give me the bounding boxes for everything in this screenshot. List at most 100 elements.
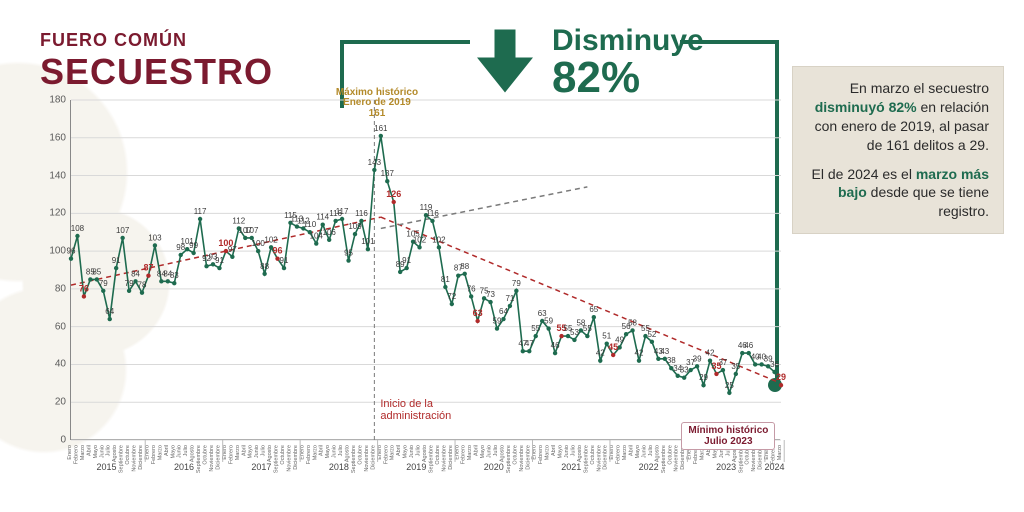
svg-text:Diciembre: Diciembre (448, 445, 454, 470)
y-tick-label: 160 (49, 132, 66, 143)
svg-text:42: 42 (635, 349, 644, 358)
svg-text:91: 91 (280, 256, 289, 265)
svg-text:117: 117 (336, 207, 349, 216)
svg-text:2020: 2020 (484, 462, 504, 472)
svg-text:Enero: Enero (67, 445, 73, 460)
svg-text:Febrero: Febrero (151, 445, 157, 464)
svg-text:Octubre: Octubre (280, 445, 286, 465)
svg-text:Noviembre: Noviembre (364, 445, 370, 472)
svg-text:85: 85 (92, 267, 101, 276)
svg-text:102: 102 (413, 235, 427, 244)
y-tick-label: 80 (55, 283, 66, 294)
svg-text:96: 96 (273, 246, 283, 256)
svg-text:Julio: Julio (261, 445, 267, 456)
svg-text:52: 52 (647, 330, 656, 339)
svg-text:Agosto: Agosto (112, 445, 118, 462)
svg-text:Mayo: Mayo (480, 445, 486, 458)
svg-text:112: 112 (232, 216, 245, 225)
callout-para-1: En marzo el secuestro disminuyó 82% en r… (807, 79, 989, 155)
svg-text:Mayo: Mayo (248, 445, 254, 458)
svg-text:104: 104 (310, 232, 324, 241)
svg-text:Febrero: Febrero (538, 445, 544, 464)
y-tick-label: 40 (55, 359, 66, 370)
svg-text:96: 96 (67, 247, 76, 256)
svg-text:42: 42 (706, 349, 715, 358)
svg-text:Octubre: Octubre (203, 445, 209, 465)
svg-text:Diciembre: Diciembre (293, 445, 299, 470)
svg-text:Febrero: Febrero (461, 445, 467, 464)
svg-text:Diciembre: Diciembre (603, 445, 609, 470)
svg-text:Diciembre: Diciembre (525, 445, 531, 470)
svg-text:53: 53 (570, 328, 579, 337)
y-tick-label: 0 (60, 435, 66, 446)
svg-text:116: 116 (355, 209, 368, 218)
svg-text:Febrero: Febrero (383, 445, 389, 464)
svg-text:2016: 2016 (174, 462, 194, 472)
svg-text:99: 99 (189, 241, 198, 250)
svg-text:Diciembre: Diciembre (370, 445, 376, 470)
svg-text:Mayo: Mayo (325, 445, 331, 458)
svg-text:78: 78 (138, 281, 147, 290)
svg-text:Junio: Junio (487, 445, 493, 458)
svg-text:Febrero: Febrero (73, 445, 79, 464)
svg-text:Septiembre: Septiembre (274, 445, 280, 473)
svg-text:91: 91 (402, 256, 411, 265)
svg-text:Octubre: Octubre (435, 445, 441, 465)
svg-text:Marzo: Marzo (157, 445, 163, 460)
svg-text:Septiembre: Septiembre (196, 445, 202, 473)
admin-start-label: Inicio de laadministración (380, 398, 451, 422)
svg-text:Mayo: Mayo (558, 445, 564, 458)
svg-text:Marzo: Marzo (467, 445, 473, 460)
svg-text:Septiembre: Septiembre (506, 445, 512, 473)
svg-text:91: 91 (215, 256, 224, 265)
svg-text:Mayo: Mayo (170, 445, 176, 458)
svg-text:47: 47 (525, 339, 534, 348)
svg-text:83: 83 (170, 271, 179, 280)
svg-text:81: 81 (441, 275, 450, 284)
svg-text:49: 49 (615, 335, 624, 344)
svg-text:2017: 2017 (251, 462, 271, 472)
plot-area: 9610876858579649110779847887103848483981… (70, 100, 780, 440)
svg-text:Junio: Junio (254, 445, 260, 458)
svg-text:Marzo: Marzo (545, 445, 551, 460)
svg-text:Abril: Abril (474, 445, 480, 456)
svg-text:71: 71 (505, 294, 514, 303)
svg-text:58: 58 (628, 318, 637, 327)
svg-text:Noviembre: Noviembre (286, 445, 292, 472)
svg-text:Noviembre: Noviembre (674, 445, 680, 472)
callout-para-2: El de 2024 es el marzo más bajo desde qu… (807, 165, 989, 222)
svg-text:Julio: Julio (183, 445, 189, 456)
svg-text:Mayo: Mayo (93, 445, 99, 458)
svg-text:Noviembre: Noviembre (519, 445, 525, 472)
svg-text:73: 73 (486, 290, 495, 299)
svg-text:Junio: Junio (564, 445, 570, 458)
svg-text:Diciembre: Diciembre (138, 445, 144, 470)
svg-text:76: 76 (467, 284, 476, 293)
svg-text:59: 59 (493, 317, 502, 326)
svg-text:Noviembre: Noviembre (209, 445, 215, 472)
svg-text:79: 79 (125, 279, 134, 288)
svg-text:Mayo: Mayo (635, 445, 641, 458)
svg-text:36: 36 (770, 360, 779, 369)
down-arrow-icon (470, 26, 540, 96)
svg-text:101: 101 (361, 237, 375, 246)
y-axis: 020406080100120140160180 (40, 100, 70, 440)
svg-text:100: 100 (252, 239, 266, 248)
svg-text:Septiembre: Septiembre (428, 445, 434, 473)
svg-text:Abril: Abril (164, 445, 170, 456)
svg-text:84: 84 (131, 269, 140, 278)
svg-text:Septiembre: Septiembre (351, 445, 357, 473)
svg-text:72: 72 (447, 292, 456, 301)
svg-text:Octubre: Octubre (357, 445, 363, 465)
svg-text:2018: 2018 (329, 462, 349, 472)
svg-text:87: 87 (143, 263, 153, 273)
svg-text:76: 76 (79, 283, 89, 293)
svg-text:59: 59 (544, 317, 553, 326)
svg-text:Agosto: Agosto (422, 445, 428, 462)
svg-text:Agosto: Agosto (654, 445, 660, 462)
svg-text:Agosto: Agosto (267, 445, 273, 462)
svg-text:Abril: Abril (551, 445, 557, 456)
svg-text:55: 55 (531, 324, 540, 333)
svg-text:Mayo: Mayo (403, 445, 409, 458)
svg-text:2015: 2015 (96, 462, 116, 472)
